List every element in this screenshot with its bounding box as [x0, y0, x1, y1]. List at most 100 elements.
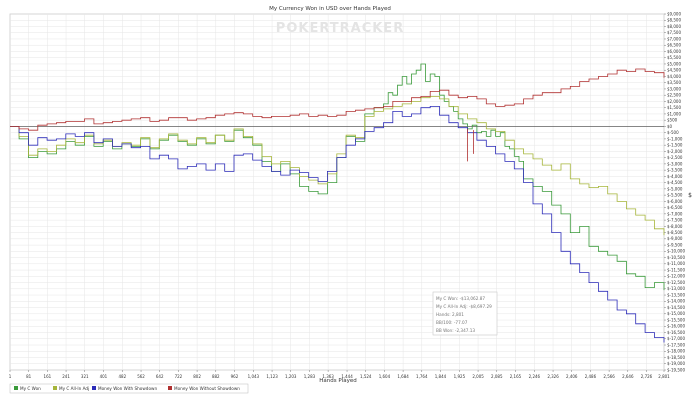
y-tick-label: $7,000	[667, 36, 681, 41]
y-tick-label: $-2,000	[667, 149, 683, 154]
x-tick-label: 1,844	[435, 374, 447, 379]
x-tick-label: 401	[100, 374, 108, 379]
y-tick-label: $1,500	[667, 105, 681, 110]
y-tick-label: $-18,500	[667, 355, 685, 360]
x-axis-label: Hands Played	[319, 378, 356, 384]
y-tick-label: $-9,500	[667, 242, 683, 247]
y-tick-label: $-3,500	[667, 168, 683, 173]
x-tick-label: 1,524	[360, 374, 372, 379]
y-tick-label: $8,000	[667, 24, 681, 29]
y-tick-label: $-16,500	[667, 330, 685, 335]
y-tick-label: $-7,500	[667, 218, 683, 223]
y-axis: $9,000 $8,500$8,000$7,500$7,000 $6,500$6,0…	[664, 11, 685, 372]
x-tick-label: 81	[26, 374, 32, 379]
x-tick-label: 882	[212, 374, 220, 379]
x-tick-label: 1,043	[248, 374, 260, 379]
y-tick-label: $-1,500	[667, 143, 683, 148]
x-tick-label: 1,363	[322, 374, 334, 379]
y-tick-label: $-17,500	[667, 342, 685, 347]
legend-label: My C Won	[20, 386, 41, 391]
x-tick-label: 1,925	[454, 374, 466, 379]
x-tick-label: 2,486	[585, 374, 597, 379]
y-tick-label: $-8,500	[667, 230, 683, 235]
y-tick-label: $-19,000	[667, 361, 685, 366]
x-tick-label: 642	[156, 374, 164, 379]
y-tick-label: $-19,500	[667, 367, 685, 372]
stats-line: Hands: 2,801	[436, 312, 464, 317]
x-tick-label: 1,604	[379, 374, 391, 379]
legend-frame	[9, 383, 249, 394]
x-tick-label: 2,326	[547, 374, 559, 379]
y-tick-label: $-11,000	[667, 261, 685, 266]
series-layer	[10, 63, 665, 343]
x-tick-label: 2,646	[622, 374, 634, 379]
x-tick-label: 1,444	[341, 374, 353, 379]
y-tick-label: $-16,000	[667, 324, 685, 329]
plot-area	[9, 13, 665, 371]
y-tick-label: $-14,000	[667, 299, 685, 304]
x-tick-label: 1,283	[304, 374, 316, 379]
y-axis-label: $	[688, 192, 692, 199]
y-tick-label: $-15,000	[667, 311, 685, 316]
x-tick-label: 482	[119, 374, 127, 379]
y-tick-label: $2,000	[667, 99, 681, 104]
y-tick-label: $-12,000	[667, 274, 685, 279]
y-tick-label: $-6,000	[667, 199, 683, 204]
x-tick-label: 161	[44, 374, 52, 379]
plot-frame	[9, 13, 665, 371]
legend-label: Money Won With Showdown	[98, 386, 157, 391]
x-tick-label: 2,406	[566, 374, 578, 379]
y-tick-label: $6,500	[667, 43, 681, 48]
x-axis: 1 81 161 241 321 401 482 562 642 722 802 882 962 1,04…	[9, 370, 670, 379]
y-tick-label: $500	[667, 118, 678, 123]
y-tick-label: $-15,500	[667, 317, 685, 322]
x-tick-label: 722	[175, 374, 183, 379]
y-tick-label: $-5,000	[667, 186, 683, 191]
x-tick-label: 962	[231, 374, 239, 379]
legend-label: My C All-In Adj	[59, 386, 89, 391]
legend-label: Money Won Without Showdown	[174, 386, 240, 391]
y-tick-label: $2,500	[667, 93, 681, 98]
legend: My C Won My C All-In Adj Money Won With Sh…	[9, 383, 249, 394]
y-tick-label: $-10,000	[667, 249, 685, 254]
stats-line: My C Won: -$13,062.87	[436, 296, 485, 301]
x-tick-label: 321	[81, 374, 89, 379]
y-tick-label: $-13,000	[667, 286, 685, 291]
legend-swatch	[53, 386, 57, 390]
legend-swatch	[92, 386, 96, 390]
y-tick-label: $-9,000	[667, 236, 683, 241]
x-tick-label: 1,764	[416, 374, 428, 379]
stats-line: BB/100: -77.07	[436, 320, 468, 325]
y-tick-label: $5,500	[667, 55, 681, 60]
x-tick-label: 1,203	[285, 374, 297, 379]
y-tick-label: $-18,000	[667, 349, 685, 354]
x-tick-label: 2,246	[529, 374, 541, 379]
y-tick-label: $6,000	[667, 49, 681, 54]
x-tick-label: 1,684	[397, 374, 409, 379]
x-tick-label: 2,566	[603, 374, 615, 379]
series-line-4	[10, 68, 665, 131]
y-tick-label: $-7,000	[667, 211, 683, 216]
y-tick-label: $0	[667, 124, 673, 129]
x-tick-label: 2,726	[641, 374, 653, 379]
chart-title: My Currency Won in USD over Hands Played	[269, 6, 391, 12]
x-tick-label: 562	[137, 374, 145, 379]
y-tick-label: $-11,500	[667, 267, 685, 272]
y-tick-label: $4,000	[667, 74, 681, 79]
y-tick-label: $-4,000	[667, 174, 683, 179]
y-tick-label: $-4,500	[667, 180, 683, 185]
stats-box: My C Won: -$13,062.87 My C All-In Adj: -$…	[432, 291, 498, 336]
x-tick-label: 1,123	[266, 374, 278, 379]
x-tick-label: 2,801	[658, 374, 670, 379]
y-tick-label: $5,000	[667, 61, 681, 66]
x-tick-label: 802	[193, 374, 201, 379]
x-tick-label: 241	[62, 374, 70, 379]
y-tick-label: $-10,500	[667, 255, 685, 260]
y-tick-label: $3,000	[667, 86, 681, 91]
y-tick-label: $9,000	[667, 11, 681, 16]
y-tick-label: $-17,000	[667, 336, 685, 341]
series-line-3	[10, 106, 665, 343]
y-tick-label: $-8,000	[667, 224, 683, 229]
y-tick-label: $1,000	[667, 111, 681, 116]
